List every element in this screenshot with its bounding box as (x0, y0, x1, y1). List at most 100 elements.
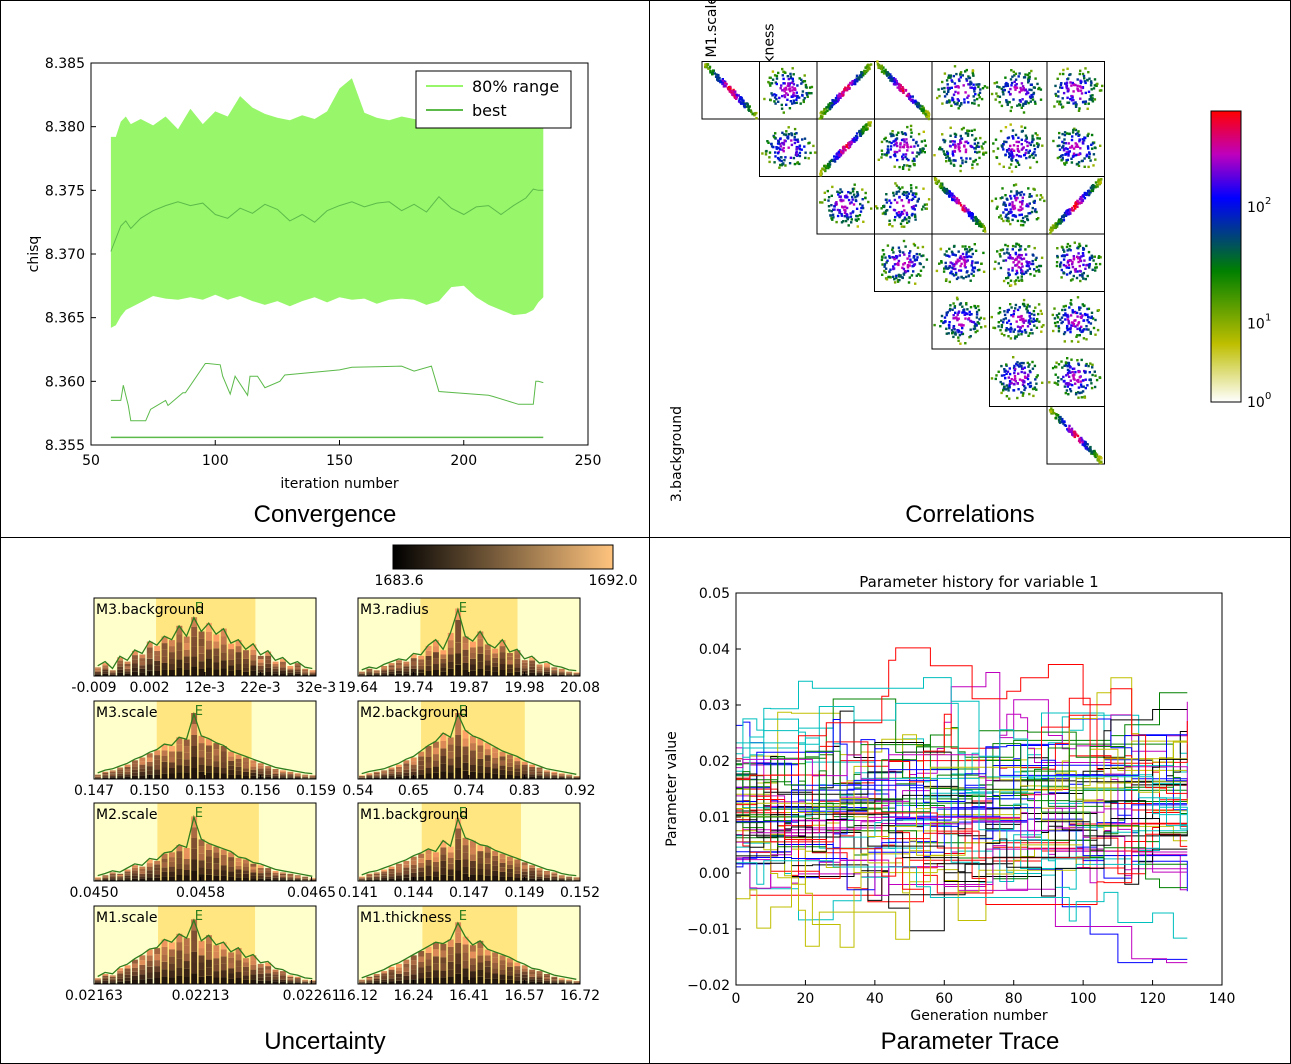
scatter-pixel (708, 67, 711, 70)
histogram-bar (477, 738, 484, 746)
scatter-pixel (1023, 375, 1027, 378)
scatter-pixel (1000, 391, 1003, 395)
scatter-pixel (1071, 370, 1074, 374)
scatter-pixel (1061, 418, 1064, 421)
histogram-bar (176, 967, 183, 976)
scatter-pixel (1006, 82, 1009, 86)
scatter-pixel (1078, 274, 1082, 277)
scatter-pixel (1032, 309, 1036, 313)
scatter-pixel (984, 140, 987, 144)
scatter-pixel (1021, 272, 1024, 275)
scatter-pixel (1008, 380, 1012, 383)
scatter-pixel (947, 74, 951, 77)
scatter-pixel (978, 91, 982, 94)
scatter-pixel (1083, 77, 1086, 80)
histogram-bar (139, 764, 146, 769)
scatter-pixel (781, 163, 784, 166)
histogram-bar (521, 767, 528, 771)
histogram-bar (146, 961, 153, 967)
histogram-bar (117, 660, 124, 664)
histogram-bar (139, 964, 146, 970)
scatter-pixel (976, 219, 979, 222)
scatter-pixel (1074, 202, 1077, 205)
scatter-pixel (707, 67, 710, 70)
histogram-bar (191, 919, 198, 931)
scatter-pixel (908, 255, 911, 258)
convergence-panel: 50 100 150 200 250 8.355 8.360 8.365 8.370 8.375 8… (0, 0, 650, 538)
scatter-pixel (1056, 77, 1059, 80)
scatter-pixel (796, 84, 799, 87)
scatter-pixel (1055, 264, 1059, 268)
scatter-pixel (1065, 273, 1069, 276)
scatter-pixel (828, 163, 832, 166)
scatter-pixel (827, 166, 830, 170)
histogram-bar (146, 647, 153, 653)
scatter-pixel (894, 154, 897, 158)
scatter-pixel (1028, 202, 1031, 205)
histogram-bar (410, 654, 417, 659)
scatter-pixel (722, 80, 726, 83)
scatter-pixel (968, 245, 971, 249)
scatter-pixel (939, 183, 943, 187)
histogram-bar (558, 670, 565, 672)
histogram-bar (243, 650, 249, 655)
histogram-bar (102, 875, 109, 877)
histogram-bar (388, 775, 395, 778)
histogram-bar (220, 757, 227, 763)
histogram-bar (220, 768, 227, 774)
scatter-pixel (926, 110, 929, 113)
scatter-pixel (972, 270, 976, 273)
histogram-bar (529, 767, 536, 770)
scatter-pixel (906, 195, 909, 198)
histogram-bar (566, 777, 573, 779)
scatter-pixel (1058, 417, 1061, 420)
scatter-pixel (1005, 208, 1008, 211)
histogram-bar (294, 773, 301, 775)
scatter-pixel (841, 146, 845, 149)
histogram-bar (294, 671, 301, 674)
scatter-pixel (1028, 305, 1031, 308)
scatter-pixel (1028, 261, 1031, 264)
scatter-pixel (919, 148, 922, 151)
scatter-pixel (915, 186, 918, 189)
scatter-pixel (952, 154, 955, 157)
scatter-pixel (1093, 255, 1096, 258)
scatter-pixel (906, 264, 910, 267)
scatter-pixel (952, 143, 955, 146)
scatter-pixel (958, 104, 962, 108)
scatter-pixel (1077, 370, 1080, 374)
histogram-bar (470, 735, 476, 744)
scatter-pixel (886, 148, 889, 151)
scatter-pixel (1087, 102, 1090, 105)
scatter-pixel (1031, 95, 1034, 98)
x-tick-label: 0.147 (449, 885, 489, 901)
histogram-bar (132, 975, 138, 980)
scatter-pixel (1026, 303, 1029, 307)
histogram-bar (250, 866, 257, 870)
scatter-pixel (951, 152, 954, 155)
scatter-pixel (1014, 78, 1018, 81)
scatter-pixel (1090, 133, 1094, 137)
scatter-pixel (1026, 309, 1029, 312)
scatter-pixel (1035, 218, 1039, 221)
histogram-bar (257, 867, 264, 871)
histogram-bar (213, 852, 220, 858)
scatter-pixel (1095, 266, 1098, 269)
scatter-pixel (948, 266, 951, 269)
histogram-bar (447, 744, 454, 752)
scatter-pixel (771, 78, 775, 81)
scatter-pixel (959, 269, 963, 272)
scatter-pixel (1078, 306, 1081, 309)
histogram-bar (243, 877, 249, 881)
scatter-pixel (1011, 129, 1015, 132)
scatter-pixel (909, 95, 912, 98)
scatter-pixel (911, 207, 914, 210)
scatter-pixel (1016, 145, 1019, 148)
histogram-bar (250, 670, 257, 676)
histogram-bar (287, 777, 294, 779)
scatter-pixel (857, 218, 860, 221)
histogram-bar (102, 771, 109, 773)
histogram-bar (169, 970, 175, 977)
scatter-pixel (1002, 211, 1005, 214)
histogram-bar (462, 873, 469, 881)
